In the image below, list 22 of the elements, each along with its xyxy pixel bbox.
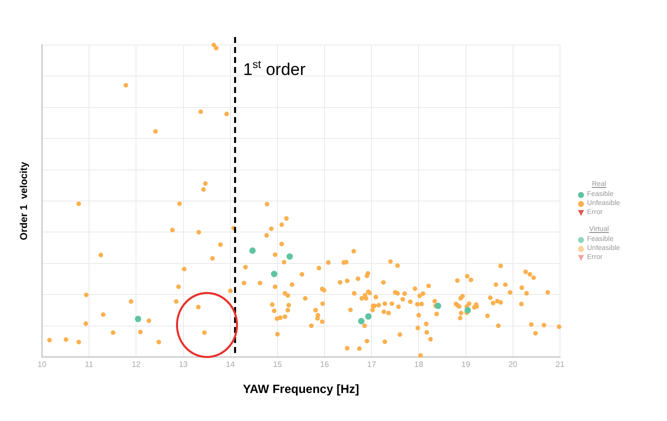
point	[286, 253, 293, 260]
x-tick-label: 20	[508, 360, 518, 370]
point	[270, 270, 278, 278]
x-tick-label: 12	[132, 360, 142, 370]
x-tick-label: 14	[226, 360, 236, 370]
point	[434, 302, 442, 310]
point	[134, 316, 142, 322]
x-axis-title: YAW Frequency [Hz]	[242, 382, 360, 396]
x-tick-label: 16	[320, 360, 330, 370]
x-tick-label: 17	[367, 360, 377, 370]
x-tick-label: 11	[84, 360, 94, 370]
x-tick-label: 18	[414, 360, 424, 370]
x-tick-label: 15	[273, 360, 282, 370]
point	[358, 318, 364, 324]
x-tick-label: 13	[178, 360, 188, 370]
point	[249, 247, 256, 254]
point	[365, 313, 372, 320]
point	[464, 307, 471, 314]
y-axis-title: Order 1 velocity	[18, 161, 30, 240]
x-tick-label: 19	[461, 360, 471, 370]
x-tick-label: 21	[556, 360, 565, 370]
x-tick-label: 10	[38, 360, 47, 370]
